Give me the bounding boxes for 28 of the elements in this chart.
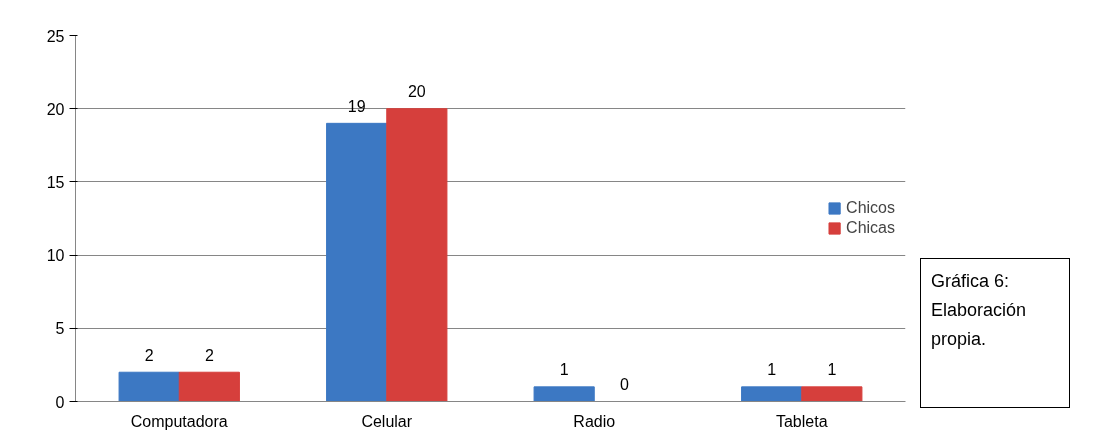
text: Gráfica 6: Elaboración propia.	[931, 270, 1028, 351]
x-tick-label: Tableta	[775, 412, 828, 430]
bar	[533, 386, 595, 402]
y-tick-label: 5	[55, 320, 65, 338]
legend-label: Chicas	[846, 219, 895, 237]
data-label: 2	[144, 346, 154, 364]
data-label: 19	[347, 97, 366, 115]
bar	[386, 108, 448, 402]
y-tick-label: 0	[55, 393, 65, 411]
data-label: 1	[767, 361, 777, 379]
y-tick-label: 15	[46, 173, 65, 191]
bar	[178, 371, 240, 402]
x-tick-label: Computadora	[130, 412, 228, 430]
y-tick-label: 25	[46, 27, 65, 45]
x-tick-label: Radio	[573, 412, 616, 430]
y-tick-label: 10	[46, 247, 65, 265]
bar	[118, 371, 180, 402]
data-label: 20	[407, 82, 426, 100]
bar	[741, 386, 803, 402]
data-label: 1	[559, 361, 569, 379]
data-label: 0	[619, 375, 629, 393]
data-label: 2	[204, 346, 214, 364]
x-tick-label: Celular	[361, 412, 413, 430]
data-label: 1	[827, 361, 837, 379]
bar	[326, 122, 388, 402]
y-tick-label: 20	[46, 100, 65, 118]
legend-label: Chicos	[846, 199, 895, 217]
bar	[801, 386, 863, 402]
